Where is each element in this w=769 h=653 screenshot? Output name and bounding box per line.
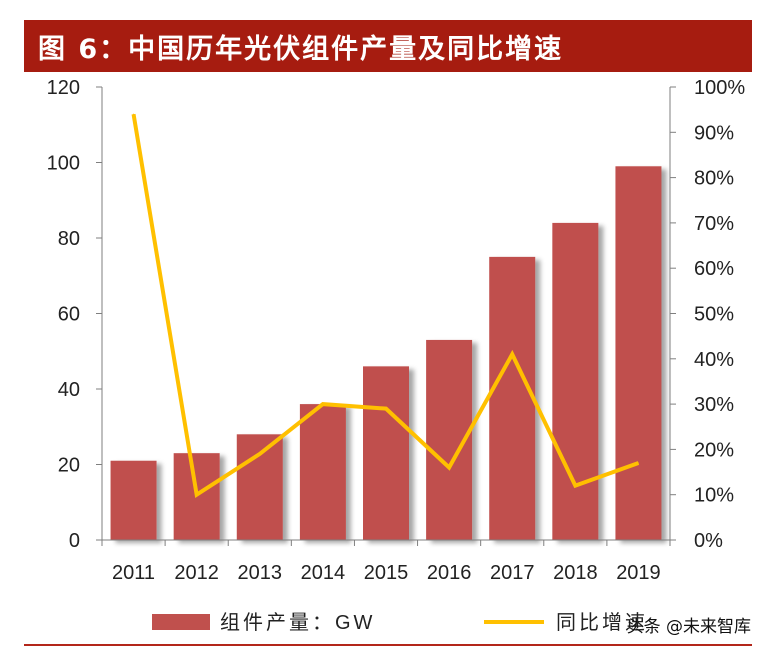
x-tick-label-2018: 2018 — [553, 562, 598, 584]
growth-point-2018 — [574, 485, 576, 487]
right-y-tick-label: 60% — [694, 258, 734, 280]
growth-point-2017 — [511, 353, 513, 355]
legend-line-label: 同比增速 — [556, 611, 648, 634]
right-y-tick-label: 70% — [694, 213, 734, 235]
legend: 组件产量：GW 同比增速 — [152, 611, 648, 634]
left-y-tick-label: 60 — [58, 304, 80, 326]
bar-2013 — [236, 434, 283, 540]
bar-2014 — [299, 404, 346, 540]
line-series — [131, 113, 640, 499]
legend-bar-swatch — [152, 614, 210, 630]
right-y-tick-label: 100% — [694, 77, 745, 99]
left-y-tick-label: 100 — [47, 153, 80, 175]
right-y-tick-label: 10% — [694, 485, 734, 507]
x-tick-label-2015: 2015 — [364, 562, 409, 584]
right-y-tick-label: 50% — [694, 304, 734, 326]
right-y-tick-label: 0% — [694, 530, 723, 552]
title-bar: 图 6：中国历年光伏组件产量及同比增速 — [24, 20, 752, 72]
x-tick-label-2012: 2012 — [174, 562, 219, 584]
x-tick-label-2017: 2017 — [490, 562, 535, 584]
left-y-tick-label: 40 — [58, 379, 80, 401]
bottom-rule — [24, 644, 752, 646]
left-y-tick-label: 80 — [58, 228, 80, 250]
left-y-tick-label: 120 — [47, 77, 80, 99]
axes — [96, 86, 676, 546]
growth-point-2015 — [385, 408, 387, 410]
growth-point-2012 — [196, 494, 198, 496]
page-title: 图 6：中国历年光伏组件产量及同比增速 — [38, 33, 564, 65]
watermark: 头条 @未来智库 — [626, 617, 751, 637]
left-y-tick-label: 20 — [58, 455, 80, 477]
bar-2015 — [363, 366, 409, 540]
bar-2019 — [615, 166, 662, 540]
right-y-tick-label: 20% — [694, 439, 734, 461]
right-y-tick-label: 80% — [694, 168, 734, 190]
right-y-tick-label: 40% — [694, 349, 734, 371]
growth-point-2011 — [133, 113, 135, 115]
left-y-tick-label: 0 — [69, 530, 80, 552]
right-y-tick-label: 90% — [694, 122, 734, 144]
right-y-tick-label: 30% — [694, 394, 734, 416]
x-tick-label-2019: 2019 — [616, 562, 661, 584]
left-y-tick-labels: 0 20 40 60 80 100 120 — [47, 77, 80, 552]
legend-bar-label: 组件产量：GW — [220, 611, 375, 634]
x-tick-label-2013: 2013 — [238, 562, 283, 584]
x-tick-label-2016: 2016 — [427, 562, 472, 584]
growth-point-2019 — [637, 462, 639, 464]
x-tick-label-2011: 2011 — [112, 562, 155, 584]
growth-point-2016 — [448, 467, 450, 469]
x-tick-label-2014: 2014 — [301, 562, 346, 584]
growth-point-2013 — [259, 453, 261, 455]
growth-point-2014 — [322, 403, 324, 405]
bar-2017 — [489, 256, 536, 540]
right-y-tick-labels: 0% 10% 20% 30% 40% 50% 60% 70% 80% 90% 100% — [694, 77, 745, 552]
x-tick-labels: 2011 2012 2013 2014 2015 2016 2017 2018 2019 — [112, 562, 661, 584]
bar-2018 — [552, 222, 599, 540]
bar-2011 — [110, 460, 157, 540]
